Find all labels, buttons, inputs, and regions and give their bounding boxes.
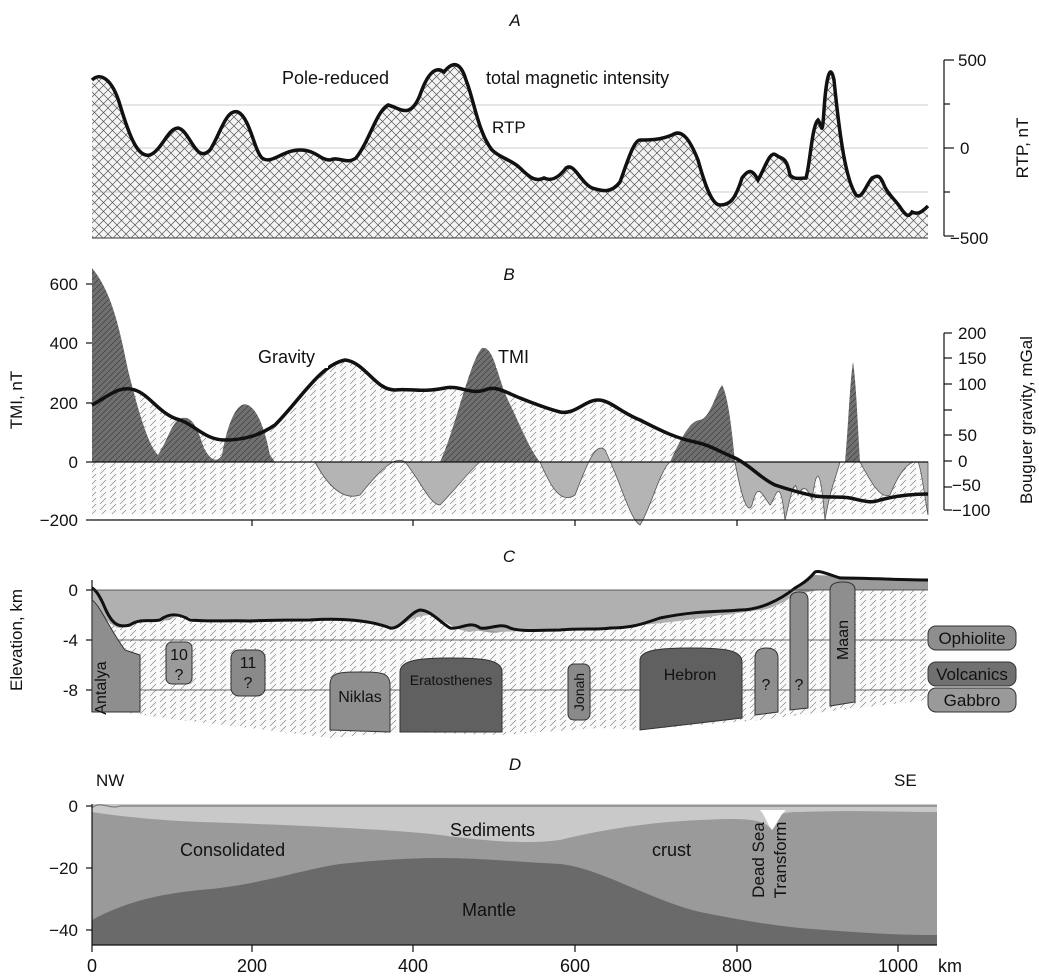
rtp-tick-500: 500 [958,51,986,70]
grav-tick-100: 100 [958,375,986,394]
rtp-grid [92,104,928,193]
gravity-right-axis [943,332,952,511]
elev-axis-label: Elevation, km [7,589,26,691]
body-niklas [329,671,391,733]
label-maan: Maan [835,620,852,660]
label-dead-sea: Dead Sea [749,822,768,898]
panel-b: B Gravity TMI 600 400 200 0 −200 TMI, nT [7,265,1036,530]
body-antalya [91,599,141,713]
label-eratosthenes: Eratosthenes [410,672,493,688]
body-10 [165,641,193,685]
rtp-title-right: total magnetic intensity [486,68,669,88]
x-axis-ticks [91,945,899,952]
gravity-label: Gravity [258,347,315,367]
label-se: SE [894,771,917,790]
depth-tick-40: −40 [49,921,78,940]
dead-sea-notch [760,810,786,830]
label-sediments: Sediments [450,820,535,840]
rtp-right-axis [943,59,954,237]
label-consolidated: Consolidated [180,840,285,860]
rtp-axis-label: RTP, nT [1013,118,1032,179]
label-hebron: Hebron [664,667,716,684]
x-tick-400: 400 [398,956,428,976]
body-hebron [639,647,743,731]
legend-volcanics: Volcanics [936,665,1008,684]
x-tick-200: 200 [237,956,267,976]
grav-tick-150: 150 [958,349,986,368]
x-tick-1000: 1000 [878,956,918,976]
label-q1: ? [762,677,771,694]
x-tick-0: 0 [87,956,97,976]
gravity-curve [91,358,929,504]
panel-d: D NW SE Sediments Consolidated crust Man… [49,755,962,976]
label-antalya: Antalya [93,661,110,714]
depth-left-axis [86,804,93,945]
panel-a-letter: A [508,11,520,30]
label-jonah: Jonah [571,673,587,711]
grav-tick-0: 0 [958,452,967,471]
tmi-tick-0: 0 [69,453,78,472]
label-11-q: ? [244,675,253,692]
tmi-axis-label: TMI, nT [7,371,26,430]
label-niklas: Niklas [338,689,382,706]
label-10-q: ? [175,667,184,684]
label-q2: ? [795,677,804,694]
panel-a: A Pole-reduced total magnetic intensity … [90,11,1032,248]
label-nw: NW [96,771,124,790]
x-tick-800: 800 [722,956,752,976]
elev-tick-8: -8 [63,681,78,700]
label-10: 10 [170,647,188,664]
rtp-title-left: Pole-reduced [282,68,389,88]
gravity-axis-label: Bouguer gravity, mGal [1017,336,1036,504]
body-maan [829,581,856,707]
panel-d-letter: D [509,755,521,774]
tmi-tick-600: 600 [50,275,78,294]
tmi-positive-fill [92,268,860,462]
grav-tick-200: 200 [958,324,986,343]
x-tick-600: 600 [560,956,590,976]
sediment-layer [92,804,937,843]
x-unit: km [938,956,962,976]
grav-tick-50: 50 [958,426,977,445]
rtp-curve [90,63,930,218]
elev-tick-0: 0 [69,581,78,600]
panel-c-letter: C [503,547,516,566]
rtp-curve-label: RTP [492,118,526,137]
tmi-tick-200: 200 [50,394,78,413]
tmi-left-axis [86,283,928,521]
label-11: 11 [240,655,257,672]
panel-c: C 0 -4 -8 Elevation, km Antalya 10 ? 11 … [7,547,1017,738]
grav-tick-minus100: −100 [952,501,990,520]
body-q2 [789,591,809,711]
elev-left-axis [86,580,93,712]
tmi-tick-minus200: −200 [40,511,78,530]
depth-tick-20: −20 [49,859,78,878]
body-11 [230,649,266,697]
legend-gabbro: Gabbro [944,691,1001,710]
body-q1 [754,647,779,716]
legend-ophiolite: Ophiolite [938,629,1005,648]
label-transform: Transform [771,822,790,899]
elev-tick-4: -4 [63,631,78,650]
rtp-tick-minus500: −500 [950,229,988,248]
body-jonah [567,663,591,721]
body-eratosthenes [399,657,503,733]
tmi-label: TMI [498,347,529,367]
rtp-tick-0: 0 [960,139,969,158]
label-crust: crust [652,840,691,860]
panel-b-letter: B [503,265,514,284]
topography-line [91,570,929,632]
mantle-layer [92,858,937,945]
water-fill [92,590,800,632]
panel-c-legend: Ophiolite Volcanics Gabbro [927,625,1017,713]
panel-b-x-ticks [251,520,738,526]
depth-tick-0: 0 [69,797,78,816]
rtp-fill [92,64,928,239]
tmi-tick-400: 400 [50,334,78,353]
grav-tick-minus50: −50 [952,476,981,495]
label-mantle: Mantle [462,900,516,920]
